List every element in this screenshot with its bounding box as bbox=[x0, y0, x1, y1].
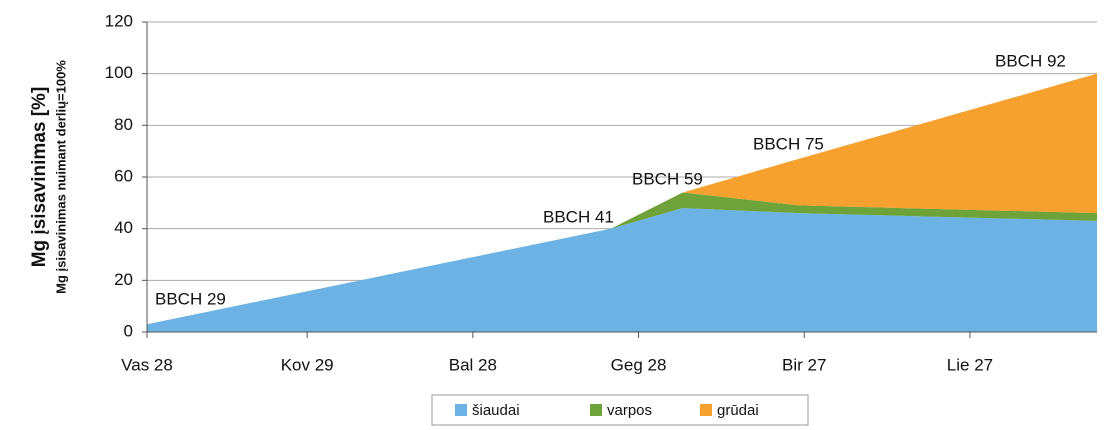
x-tick-label: Bal 28 bbox=[449, 355, 497, 374]
area bbox=[147, 208, 1097, 332]
x-tick-label: Bir 27 bbox=[782, 355, 826, 374]
legend-swatch bbox=[700, 404, 712, 416]
y-tick-label: 100 bbox=[105, 63, 133, 82]
annotation: BBCH 92 bbox=[995, 51, 1066, 70]
y-axis-label: Mg įsisavinimas [%] bbox=[29, 87, 50, 268]
legend-swatch bbox=[590, 404, 602, 416]
x-tick-label: Geg 28 bbox=[611, 355, 667, 374]
x-tick-label: Vas 28 bbox=[121, 355, 173, 374]
x-tick-label: Lie 27 bbox=[947, 355, 993, 374]
annotation: BBCH 41 bbox=[543, 207, 614, 226]
y-tick-label: 40 bbox=[114, 218, 133, 237]
y-tick-label: 0 bbox=[124, 321, 133, 340]
y-tick-label: 80 bbox=[114, 115, 133, 134]
y-axis-sublabel: Mg įsisavinimas nuimant derlių=100% bbox=[53, 60, 68, 294]
legend-swatch bbox=[455, 404, 467, 416]
y-tick-label: 20 bbox=[114, 270, 133, 289]
legend-label: šiaudai bbox=[472, 402, 520, 419]
x-tick-label: Kov 29 bbox=[281, 355, 334, 374]
legend-box bbox=[431, 394, 809, 426]
annotation: BBCH 29 bbox=[155, 289, 226, 308]
annotation: BBCH 75 bbox=[753, 134, 824, 153]
legend-label: varpos bbox=[607, 402, 652, 419]
y-tick-label: 120 bbox=[105, 11, 133, 30]
annotation: BBCH 59 bbox=[632, 169, 703, 188]
y-tick-label: 60 bbox=[114, 166, 133, 185]
legend-label: grūdai bbox=[717, 402, 759, 419]
area bbox=[147, 73, 1097, 325]
